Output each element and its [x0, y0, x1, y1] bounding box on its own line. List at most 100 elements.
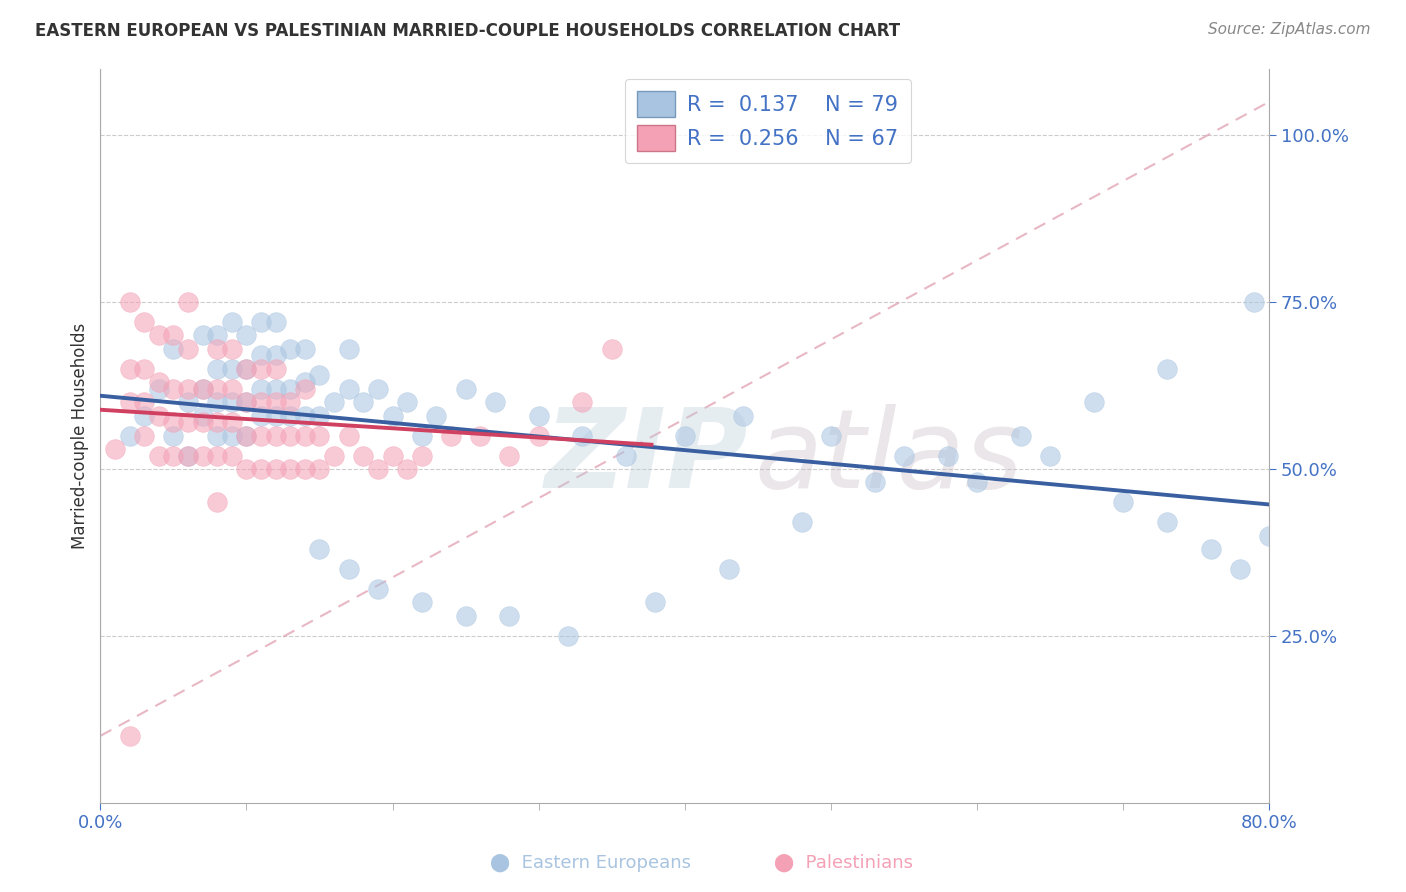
- Point: [1243, 295, 1265, 310]
- Point: [717, 562, 740, 576]
- Point: [235, 395, 257, 409]
- Legend: R =  0.137    N = 79, R =  0.256    N = 67: R = 0.137 N = 79, R = 0.256 N = 67: [626, 78, 911, 163]
- Point: [205, 415, 228, 429]
- Point: [235, 428, 257, 442]
- Point: [337, 428, 360, 442]
- Point: [820, 428, 842, 442]
- Point: [235, 361, 257, 376]
- Point: [134, 428, 156, 442]
- Point: [278, 395, 301, 409]
- Point: [614, 449, 637, 463]
- Point: [250, 428, 273, 442]
- Point: [278, 462, 301, 476]
- Point: [134, 361, 156, 376]
- Point: [264, 409, 287, 423]
- Point: [221, 449, 243, 463]
- Point: [308, 368, 330, 383]
- Point: [600, 342, 623, 356]
- Text: ⬤  Palestinians: ⬤ Palestinians: [775, 854, 912, 872]
- Point: [148, 449, 170, 463]
- Point: [411, 449, 433, 463]
- Point: [134, 395, 156, 409]
- Point: [936, 449, 959, 463]
- Point: [235, 462, 257, 476]
- Point: [308, 428, 330, 442]
- Point: [221, 342, 243, 356]
- Point: [454, 382, 477, 396]
- Point: [294, 462, 316, 476]
- Point: [278, 428, 301, 442]
- Point: [278, 382, 301, 396]
- Point: [235, 361, 257, 376]
- Point: [1112, 495, 1135, 509]
- Point: [527, 428, 550, 442]
- Point: [191, 415, 214, 429]
- Point: [966, 475, 988, 490]
- Point: [235, 395, 257, 409]
- Point: [205, 395, 228, 409]
- Point: [221, 395, 243, 409]
- Point: [1039, 449, 1062, 463]
- Point: [235, 328, 257, 343]
- Point: [191, 382, 214, 396]
- Point: [381, 449, 404, 463]
- Point: [177, 395, 200, 409]
- Point: [191, 409, 214, 423]
- Point: [498, 449, 520, 463]
- Point: [571, 395, 593, 409]
- Point: [557, 629, 579, 643]
- Point: [278, 342, 301, 356]
- Text: Source: ZipAtlas.com: Source: ZipAtlas.com: [1208, 22, 1371, 37]
- Point: [118, 361, 141, 376]
- Point: [411, 428, 433, 442]
- Text: EASTERN EUROPEAN VS PALESTINIAN MARRIED-COUPLE HOUSEHOLDS CORRELATION CHART: EASTERN EUROPEAN VS PALESTINIAN MARRIED-…: [35, 22, 900, 40]
- Point: [1010, 428, 1032, 442]
- Point: [148, 328, 170, 343]
- Point: [162, 342, 184, 356]
- Point: [1229, 562, 1251, 576]
- Point: [118, 395, 141, 409]
- Point: [367, 462, 389, 476]
- Point: [337, 382, 360, 396]
- Point: [250, 382, 273, 396]
- Point: [440, 428, 463, 442]
- Point: [264, 361, 287, 376]
- Point: [264, 315, 287, 329]
- Point: [308, 409, 330, 423]
- Point: [221, 382, 243, 396]
- Point: [644, 595, 666, 609]
- Point: [352, 395, 374, 409]
- Point: [148, 382, 170, 396]
- Point: [191, 328, 214, 343]
- Point: [381, 409, 404, 423]
- Point: [308, 462, 330, 476]
- Point: [323, 395, 346, 409]
- Point: [134, 315, 156, 329]
- Point: [264, 462, 287, 476]
- Point: [104, 442, 127, 456]
- Point: [294, 409, 316, 423]
- Point: [191, 382, 214, 396]
- Point: [1156, 516, 1178, 530]
- Point: [454, 608, 477, 623]
- Point: [118, 295, 141, 310]
- Point: [396, 462, 419, 476]
- Point: [863, 475, 886, 490]
- Point: [571, 428, 593, 442]
- Point: [733, 409, 755, 423]
- Point: [177, 382, 200, 396]
- Point: [162, 449, 184, 463]
- Point: [205, 382, 228, 396]
- Point: [177, 449, 200, 463]
- Point: [396, 395, 419, 409]
- Point: [221, 361, 243, 376]
- Text: atlas: atlas: [755, 404, 1024, 511]
- Point: [205, 449, 228, 463]
- Y-axis label: Married-couple Households: Married-couple Households: [72, 322, 89, 549]
- Point: [1258, 529, 1281, 543]
- Point: [425, 409, 447, 423]
- Point: [294, 342, 316, 356]
- Point: [250, 349, 273, 363]
- Point: [177, 415, 200, 429]
- Point: [221, 428, 243, 442]
